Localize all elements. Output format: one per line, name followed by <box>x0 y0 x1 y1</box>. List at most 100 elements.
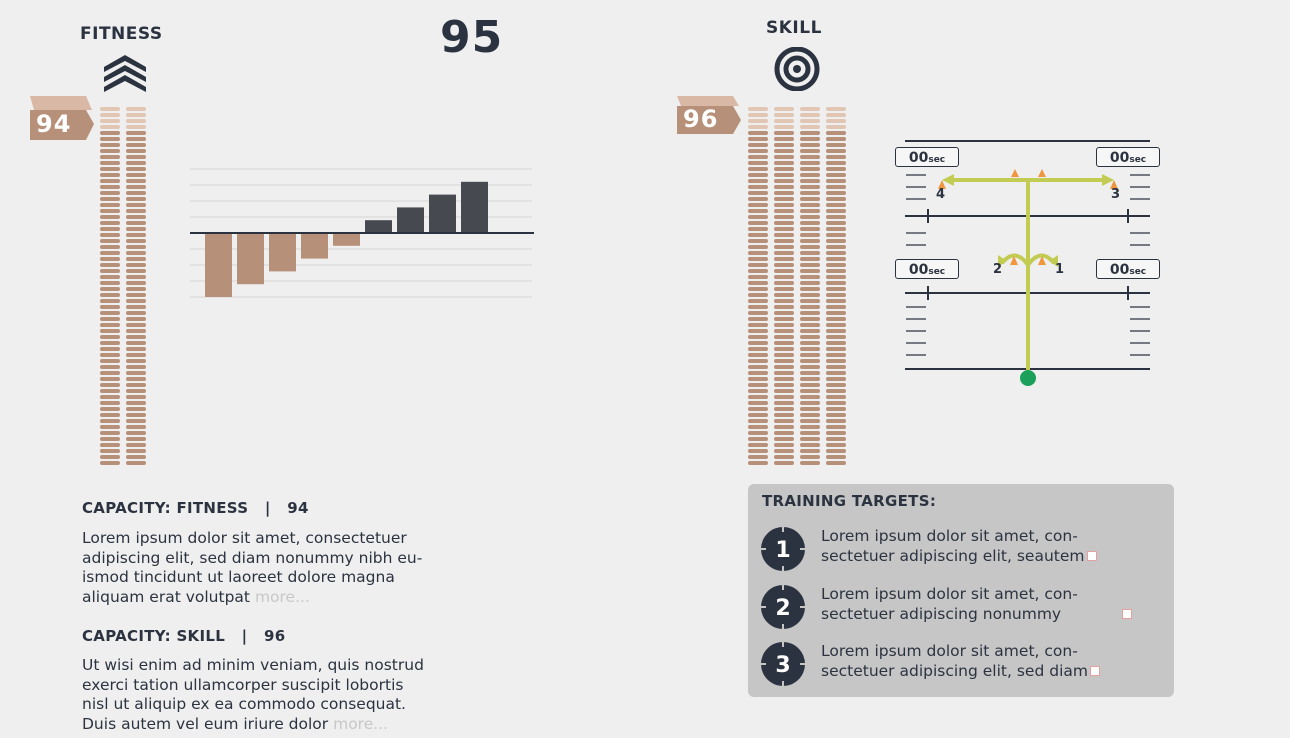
level-segment <box>100 269 120 273</box>
level-segment <box>748 227 768 231</box>
level-segment <box>126 383 146 387</box>
level-segment <box>800 107 820 111</box>
level-segment <box>126 413 146 417</box>
level-segment <box>826 287 846 291</box>
level-segment <box>800 395 820 399</box>
level-segment <box>800 335 820 339</box>
level-segment <box>800 209 820 213</box>
level-segment <box>748 215 768 219</box>
training-target-item: 1 Lorem ipsum dolor sit amet, con- secte… <box>760 526 1165 574</box>
level-segment <box>774 197 794 201</box>
level-segment <box>800 233 820 237</box>
level-segment <box>826 275 846 279</box>
level-segment <box>126 191 146 195</box>
level-segment <box>100 413 120 417</box>
level-segment <box>100 173 120 177</box>
level-segment <box>126 197 146 201</box>
level-segment <box>774 275 794 279</box>
level-segment <box>774 251 794 255</box>
level-segment <box>774 167 794 171</box>
level-segment <box>748 143 768 147</box>
level-segment <box>826 233 846 237</box>
level-segment <box>126 449 146 453</box>
total-score: 95 <box>440 12 504 63</box>
level-segment <box>774 323 794 327</box>
level-segment <box>100 137 120 141</box>
level-segment <box>774 191 794 195</box>
training-target-item: 2 Lorem ipsum dolor sit amet, con- secte… <box>760 584 1165 632</box>
level-segment <box>774 407 794 411</box>
chart-bar <box>237 233 264 285</box>
level-segment <box>100 161 120 165</box>
drill-point-1: 1 <box>1055 262 1065 277</box>
level-segment <box>100 323 120 327</box>
level-segment <box>826 461 846 465</box>
level-segment <box>748 257 768 261</box>
level-segment <box>800 383 820 387</box>
level-segment <box>826 455 846 459</box>
level-segment <box>774 173 794 177</box>
level-segment <box>126 293 146 297</box>
level-segment <box>800 215 820 219</box>
level-segment <box>748 305 768 309</box>
level-segment <box>774 281 794 285</box>
level-segment <box>126 269 146 273</box>
more-link[interactable]: more... <box>333 714 389 733</box>
level-segment <box>126 131 146 135</box>
level-segment <box>800 341 820 345</box>
chart-bar <box>269 233 296 272</box>
level-segment <box>100 335 120 339</box>
level-segment <box>774 389 794 393</box>
level-segment <box>748 365 768 369</box>
level-segment <box>800 131 820 135</box>
level-segment <box>774 125 794 129</box>
level-segment <box>826 119 846 123</box>
level-segment <box>826 353 846 357</box>
level-segment <box>100 305 120 309</box>
level-segment <box>774 413 794 417</box>
level-segment <box>800 251 820 255</box>
level-segment <box>826 143 846 147</box>
level-segment <box>800 413 820 417</box>
level-segment <box>100 341 120 345</box>
level-segment <box>100 455 120 459</box>
level-segment <box>748 431 768 435</box>
level-segment <box>100 371 120 375</box>
level-segment <box>800 239 820 243</box>
level-segment <box>126 239 146 243</box>
level-segment <box>800 263 820 267</box>
drill-point-3: 3 <box>1111 187 1121 202</box>
chart-bar <box>461 181 488 233</box>
more-link[interactable]: more... <box>254 587 310 606</box>
expand-icon[interactable] <box>1122 608 1133 619</box>
level-segment <box>800 407 820 411</box>
level-segment <box>774 179 794 183</box>
level-segment <box>126 305 146 309</box>
level-segment <box>126 455 146 459</box>
level-segment <box>800 155 820 159</box>
level-segment <box>748 347 768 351</box>
level-segment <box>100 287 120 291</box>
level-segment <box>800 449 820 453</box>
level-segment <box>826 395 846 399</box>
level-segment <box>126 113 146 117</box>
level-segment <box>100 227 120 231</box>
level-segment <box>100 245 120 249</box>
level-segment <box>748 161 768 165</box>
expand-icon[interactable] <box>1089 665 1100 676</box>
capacity-fitness-title: CAPACITY: FITNESS | 94 <box>82 499 309 517</box>
level-segment <box>826 347 846 351</box>
level-segment <box>100 191 120 195</box>
level-segment <box>800 455 820 459</box>
level-segment <box>748 125 768 129</box>
level-segment <box>774 215 794 219</box>
level-segment <box>748 185 768 189</box>
level-segment <box>800 401 820 405</box>
expand-icon[interactable] <box>1086 550 1097 561</box>
level-segment <box>748 377 768 381</box>
level-segment <box>774 305 794 309</box>
chevron-stack-icon <box>104 55 146 92</box>
level-segment <box>126 353 146 357</box>
level-segment <box>774 347 794 351</box>
level-segment <box>800 257 820 261</box>
